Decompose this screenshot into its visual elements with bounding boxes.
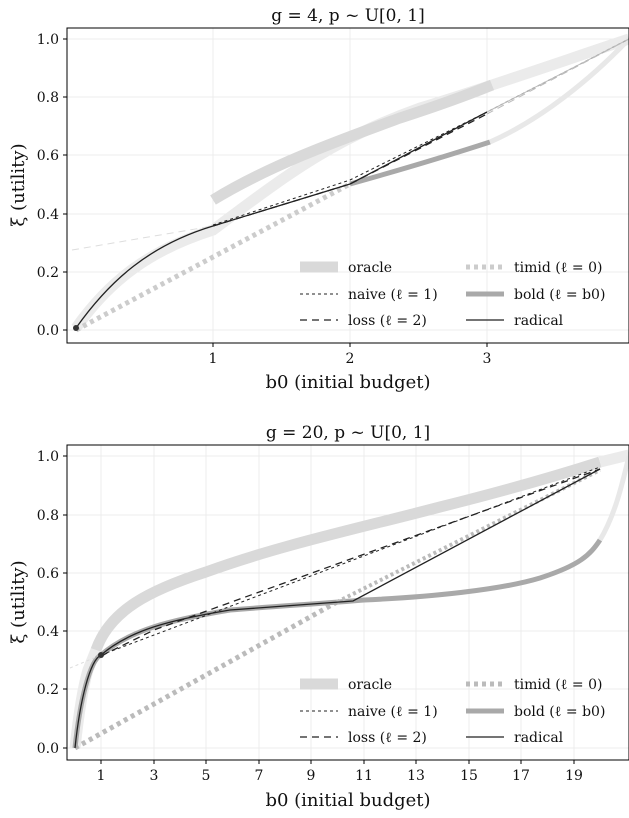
p1-legend-timid: timid (ℓ = 0) — [514, 260, 602, 276]
p2-xtick-17: 17 — [512, 768, 530, 784]
p2-naive — [100, 466, 601, 656]
p1-naive — [212, 38, 629, 226]
p1-legend-radical: radical — [514, 313, 564, 329]
p1-xlabel: b0 (initial budget) — [265, 372, 430, 393]
p1-bold-light — [488, 37, 629, 145]
p2-xtick-15: 15 — [460, 768, 478, 784]
p1-radical-ext — [486, 38, 629, 113]
p2-legend-timid: timid (ℓ = 0) — [514, 677, 602, 693]
p2-xtick-5: 5 — [202, 768, 211, 784]
p2-xlabel: b0 (initial budget) — [265, 790, 430, 811]
p1-xtick-1: 1 — [209, 351, 218, 367]
p1-bold — [349, 139, 491, 187]
p2-xtick-11: 11 — [355, 768, 373, 784]
p1-timid — [74, 181, 352, 333]
p1-ytick-5: 1.0 — [37, 32, 59, 48]
p2-loss — [100, 468, 601, 657]
p1-legend-naive: naive (ℓ = 1) — [348, 287, 438, 303]
p2-xtick-7: 7 — [255, 768, 264, 784]
p1-title: g = 4, p ~ U[0, 1] — [271, 6, 425, 26]
p1-ytick-0: 0.0 — [37, 323, 59, 339]
panel-2-series — [69, 449, 629, 751]
p2-legend-loss: loss (ℓ = 2) — [348, 730, 427, 746]
panel-1-grid — [67, 28, 629, 343]
p2-oracle — [90, 456, 602, 652]
p2-point — [98, 652, 104, 658]
panel-1-axes: 0.0 0.2 0.4 0.6 0.8 1.0 1 2 3 — [37, 27, 629, 367]
panel-1: 0.0 0.2 0.4 0.6 0.8 1.0 1 2 3 g = 4, p ~… — [8, 6, 629, 393]
p2-oracle-light-end — [598, 449, 629, 468]
p2-ytick-1: 0.2 — [37, 682, 59, 698]
p1-ylabel: ξ (utility) — [8, 143, 29, 226]
p2-legend-bold: bold (ℓ = b0) — [514, 704, 605, 720]
p2-xtick-3: 3 — [150, 768, 159, 784]
p2-ytick-3: 0.6 — [37, 566, 59, 582]
p1-legend-bold: bold (ℓ = b0) — [514, 287, 605, 303]
p1-ytick-1: 0.2 — [37, 265, 59, 281]
p2-ylabel: ξ (utility) — [8, 560, 29, 643]
p1-oracle-dark — [210, 79, 495, 205]
p1-ytick-3: 0.6 — [37, 148, 59, 164]
p2-legend-naive: naive (ℓ = 1) — [348, 704, 438, 720]
panel-2: 0.0 0.2 0.4 0.6 0.8 1.0 1 3 5 7 9 11 13 … — [8, 423, 629, 811]
p2-ytick-5: 1.0 — [37, 449, 59, 465]
p1-legend-oracle: oracle — [348, 260, 392, 276]
p2-xtick-9: 9 — [307, 768, 316, 784]
p1-radical-curve — [75, 111, 488, 329]
p1-xtick-3: 3 — [483, 351, 492, 367]
p2-title: g = 20, p ~ U[0, 1] — [266, 423, 430, 443]
p1-legend: oracle naive (ℓ = 1) loss (ℓ = 2) timid … — [300, 260, 605, 329]
p2-bold-light — [597, 455, 629, 542]
p2-xtick-1: 1 — [97, 768, 106, 784]
p1-ytick-2: 0.4 — [37, 207, 59, 223]
p2-ytick-4: 0.8 — [37, 508, 59, 524]
p2-timid-upper — [336, 468, 601, 604]
p1-ytick-4: 0.8 — [37, 90, 59, 106]
p1-point — [73, 325, 79, 331]
p2-legend: oracle naive (ℓ = 1) loss (ℓ = 2) timid … — [300, 677, 605, 746]
p2-ytick-2: 0.4 — [37, 624, 59, 640]
panel-1-series — [71, 33, 629, 333]
p2-timid — [73, 599, 339, 751]
p2-radical — [74, 468, 601, 749]
p2-xtick-19: 19 — [565, 768, 583, 784]
p2-ytick-0: 0.0 — [37, 741, 59, 757]
panel-2-axes: 0.0 0.2 0.4 0.6 0.8 1.0 1 3 5 7 9 11 13 … — [37, 444, 629, 784]
p1-oracle-light — [71, 33, 629, 332]
p2-legend-radical: radical — [514, 730, 564, 746]
p2-xtick-13: 13 — [407, 768, 425, 784]
p1-loss — [212, 113, 488, 227]
p1-xtick-2: 2 — [346, 351, 355, 367]
p1-legend-loss: loss (ℓ = 2) — [348, 313, 427, 329]
p2-legend-oracle: oracle — [348, 677, 392, 693]
